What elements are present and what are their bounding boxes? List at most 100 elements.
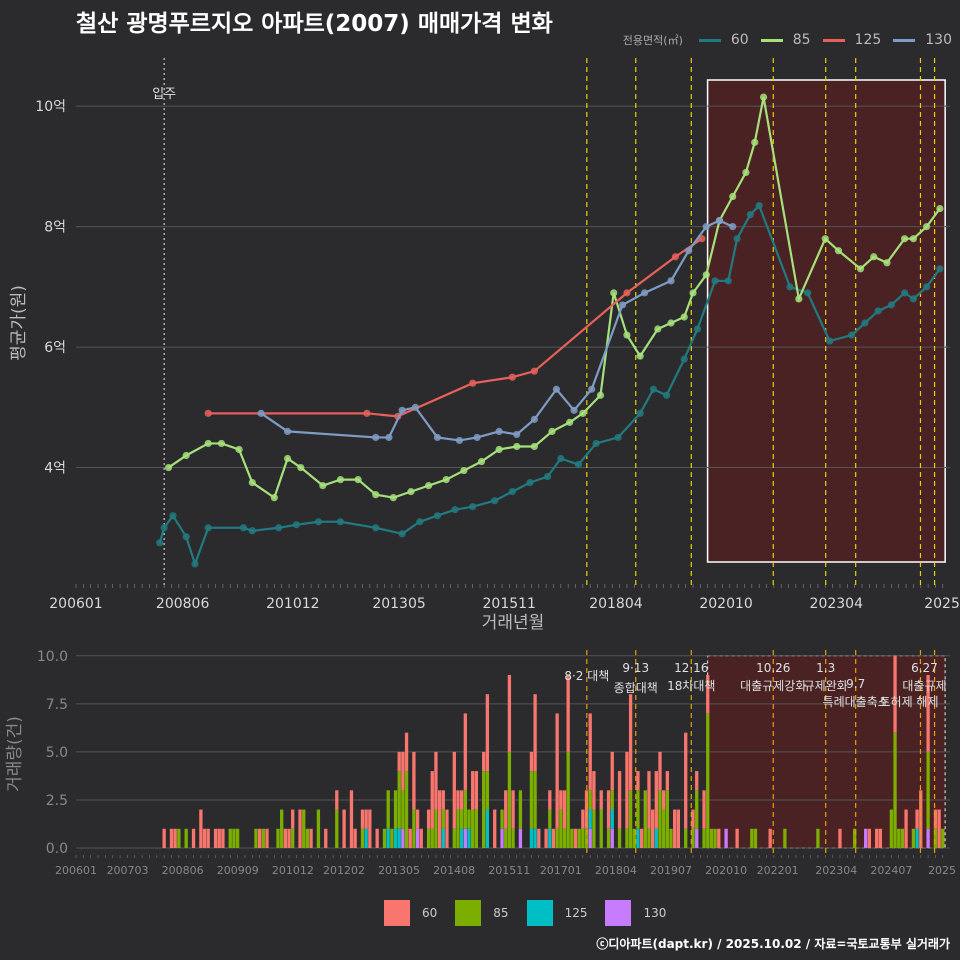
series-point-60 bbox=[336, 518, 345, 526]
series-point-60 bbox=[433, 512, 442, 520]
series-point-60 bbox=[887, 301, 895, 309]
legend-label-130: 130 bbox=[925, 32, 952, 48]
series-point-85 bbox=[248, 479, 256, 487]
series-point-60 bbox=[182, 533, 190, 541]
bar-segment bbox=[588, 809, 592, 829]
bar-segment bbox=[864, 828, 868, 848]
bar-segment bbox=[673, 809, 677, 848]
bar-segment bbox=[676, 809, 681, 848]
bar-segment bbox=[665, 771, 669, 791]
series-point-85 bbox=[579, 409, 587, 417]
series-point-85 bbox=[883, 259, 891, 267]
bar-segment bbox=[537, 828, 541, 848]
bar-segment bbox=[889, 809, 894, 848]
bar-segment bbox=[162, 828, 166, 848]
bar-y-tick-label: 10.0 bbox=[37, 649, 68, 665]
bar-segment bbox=[202, 828, 207, 848]
bar-segment bbox=[904, 809, 908, 848]
bar-segment bbox=[717, 828, 721, 848]
bar-segment bbox=[625, 751, 629, 829]
series-point-85 bbox=[164, 463, 173, 472]
bar-segment bbox=[360, 809, 365, 829]
bar-segment bbox=[911, 828, 916, 848]
bar-segment bbox=[485, 694, 490, 772]
bar-segment bbox=[191, 828, 196, 848]
bar-segment bbox=[632, 828, 636, 848]
bar-segment bbox=[474, 771, 478, 810]
series-point-85 bbox=[235, 445, 243, 454]
series-point-60 bbox=[557, 454, 565, 463]
series-point-60 bbox=[649, 385, 657, 393]
series-point-60 bbox=[275, 524, 283, 532]
series-point-60 bbox=[526, 479, 534, 487]
bar-segment bbox=[452, 751, 456, 829]
bar-segment bbox=[382, 828, 387, 848]
bar-segment bbox=[588, 713, 592, 791]
series-point-85 bbox=[759, 93, 768, 101]
bar-segment bbox=[684, 828, 688, 848]
legend-swatch-125 bbox=[822, 38, 845, 42]
bar-segment bbox=[581, 809, 585, 829]
series-point-60 bbox=[169, 512, 177, 520]
x-tick-label: 201305 bbox=[372, 596, 425, 612]
bar-segment bbox=[482, 751, 486, 772]
bar-segment bbox=[441, 790, 445, 810]
line-legend: 전용면적(㎡) 60 85 125 130 bbox=[623, 32, 952, 48]
bar-segment bbox=[662, 790, 666, 810]
bar-segment bbox=[368, 809, 372, 848]
move-in-label: 입주 bbox=[152, 87, 176, 102]
bar-segment bbox=[217, 828, 221, 848]
series-point-85 bbox=[636, 352, 644, 360]
bar-legend-item-85: 85 bbox=[455, 900, 509, 926]
bar-segment bbox=[669, 828, 673, 848]
legend-label-125: 125 bbox=[854, 32, 882, 48]
bar-x-tick-label: 202010 bbox=[705, 864, 747, 877]
series-point-85 bbox=[283, 454, 292, 463]
series-point-125 bbox=[363, 409, 371, 417]
bar-segment bbox=[584, 828, 589, 848]
bar-segment bbox=[599, 809, 603, 848]
bar-segment bbox=[401, 790, 405, 829]
series-point-125 bbox=[671, 253, 680, 261]
bar-segment bbox=[628, 694, 633, 791]
bar-segment bbox=[316, 809, 321, 848]
bar-segment bbox=[636, 771, 640, 791]
series-point-60 bbox=[733, 235, 741, 243]
bar-segment bbox=[695, 828, 699, 848]
bar-segment bbox=[529, 828, 534, 848]
bar-segment bbox=[750, 828, 754, 848]
policy-annotation-date: 10.26 bbox=[756, 661, 790, 675]
series-point-60 bbox=[314, 518, 323, 526]
series-point-60 bbox=[711, 277, 719, 285]
bar-segment bbox=[441, 828, 445, 848]
bar-segment bbox=[474, 809, 478, 848]
series-point-60 bbox=[746, 210, 754, 219]
series-point-85 bbox=[702, 271, 710, 279]
bar-segment bbox=[507, 674, 512, 752]
bar-y-tick-label: 7.5 bbox=[46, 697, 68, 713]
legend-label-60: 60 bbox=[730, 32, 749, 48]
series-point-85 bbox=[654, 325, 662, 333]
bar-segment bbox=[650, 809, 655, 848]
x-axis-title: 거래년월 bbox=[482, 613, 545, 633]
series-point-130 bbox=[702, 223, 710, 231]
bar-segment bbox=[617, 771, 622, 829]
bar-segment bbox=[434, 751, 438, 810]
bar-segment bbox=[291, 828, 295, 848]
bar-x-tick-label: 201804 bbox=[595, 864, 637, 877]
bar-segment bbox=[893, 655, 897, 733]
bar-segment bbox=[551, 828, 556, 848]
bar-x-tick-label: 200909 bbox=[217, 864, 259, 877]
series-point-85 bbox=[460, 466, 468, 475]
y-tick-label: 4억 bbox=[44, 461, 66, 477]
bar-x-tick-label: 200806 bbox=[162, 864, 204, 877]
bar-segment bbox=[639, 828, 644, 848]
x-tick-label: 200806 bbox=[156, 596, 210, 612]
policy-annotation-text: 대출규제강화 bbox=[740, 679, 806, 693]
bar-segment bbox=[493, 809, 497, 848]
bar-segment bbox=[393, 828, 398, 848]
series-point-60 bbox=[874, 307, 882, 315]
bar-segment bbox=[482, 771, 486, 848]
bar-segment bbox=[426, 809, 431, 829]
bar-segment bbox=[305, 828, 310, 848]
